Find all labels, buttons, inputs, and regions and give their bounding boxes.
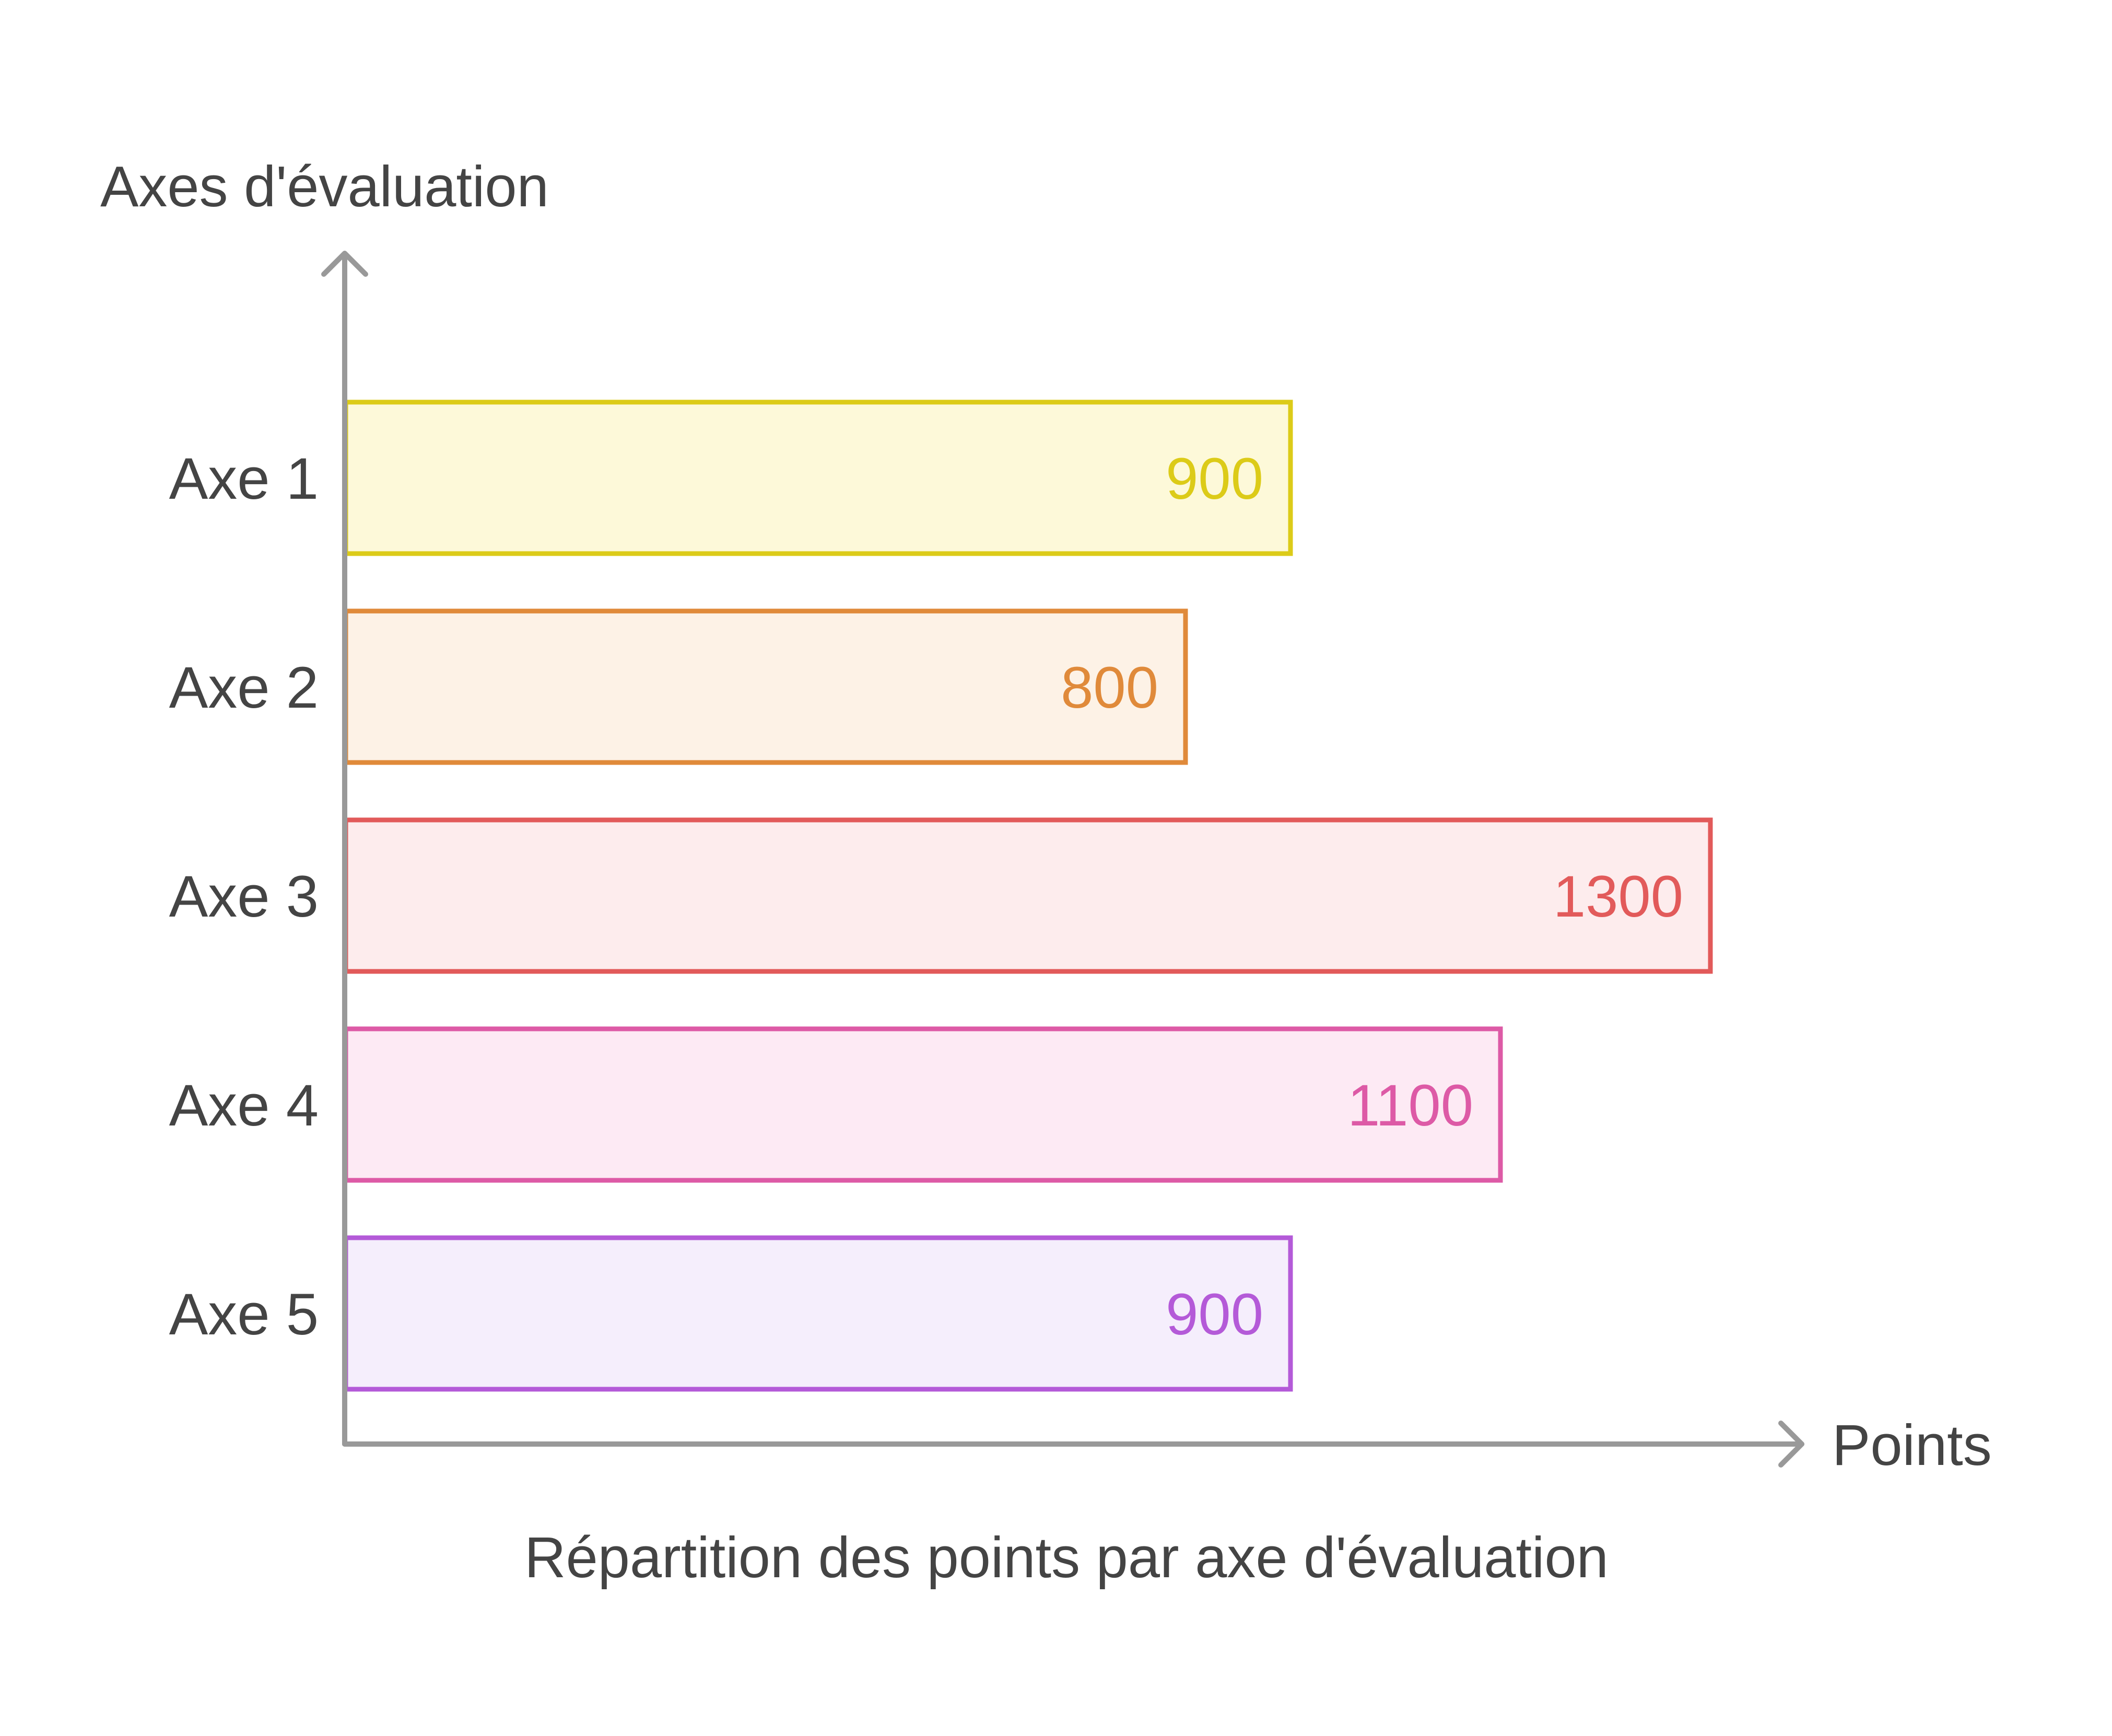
category-label-2: Axe 2 — [169, 655, 319, 720]
bar-value-label-3: 1300 — [1553, 864, 1683, 929]
bar-value-label-2: 800 — [1061, 655, 1158, 720]
chart-title: Répartition des points par axe d'évaluat… — [524, 1526, 1609, 1590]
bar-3 — [343, 817, 1713, 974]
bar-5 — [343, 1235, 1293, 1392]
category-label-5: Axe 5 — [169, 1282, 319, 1347]
category-label-1: Axe 1 — [169, 446, 319, 511]
x-axis-label: Points — [1832, 1413, 1992, 1477]
bar-4 — [343, 1026, 1503, 1183]
category-label-4: Axe 4 — [169, 1073, 319, 1138]
category-label-3: Axe 3 — [169, 864, 319, 929]
x-axis-arrow-icon — [1778, 1421, 1804, 1468]
y-axis-label: Axes d'évaluation — [100, 155, 549, 219]
y-axis-arrow-icon — [321, 251, 368, 277]
bar-1 — [343, 400, 1293, 556]
bar-value-label-1: 900 — [1166, 446, 1263, 511]
bar-2 — [343, 608, 1188, 765]
bar-value-label-4: 1100 — [1347, 1073, 1473, 1138]
bar-value-label-5: 900 — [1166, 1282, 1263, 1347]
bars-layer: 900 800 1300 1100 900 — [343, 400, 1713, 1392]
category-labels: Axe 1 Axe 2 Axe 3 Axe 4 Axe 5 — [169, 446, 319, 1347]
